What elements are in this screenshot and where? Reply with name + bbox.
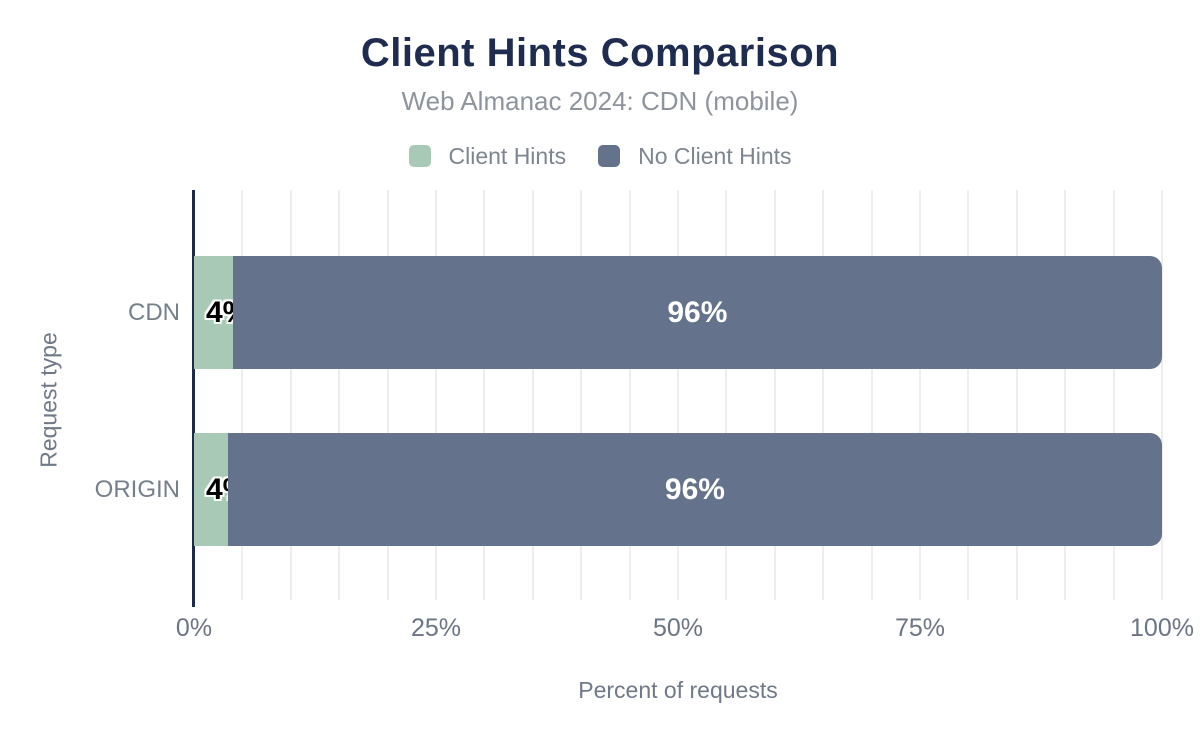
y-axis-title: Request type (35, 332, 62, 468)
gridline (1161, 190, 1163, 600)
plot-area: 4%96% CDN 4%96% ORIGIN 0% 25% 50% 75% 100% (95, 190, 1194, 642)
bar-segment-origin-no-client-hints (227, 433, 1162, 546)
x-axis-tick-label: 25% (410, 614, 462, 642)
gridline (1112, 190, 1115, 600)
gridline (483, 190, 486, 600)
x-axis-tick-label: 50% (652, 614, 704, 642)
bar-segment-cdn-no-client-hints (232, 256, 1162, 369)
gridline (580, 190, 583, 600)
legend-label: Client Hints (448, 142, 567, 169)
gridline (677, 190, 679, 600)
gridline (725, 190, 728, 600)
gridline (531, 190, 534, 600)
x-axis-title: Percent of requests (578, 677, 778, 703)
bar-row-origin: 4%96% (194, 433, 1162, 546)
bar-segment-cdn-client-hints (194, 256, 233, 369)
gridline (773, 190, 776, 600)
category-label-origin: ORIGIN (94, 476, 180, 503)
gridline (241, 190, 244, 600)
x-axis-tick-label: 75% (894, 614, 946, 642)
bar-segment-origin-client-hints (194, 433, 228, 546)
gridline (1064, 190, 1067, 600)
chart-subtitle: Web Almanac 2024: CDN (mobile) (401, 86, 799, 116)
gridline (386, 190, 389, 600)
gridline (822, 190, 825, 600)
gridline (628, 190, 631, 600)
gridline (919, 190, 921, 600)
gridline (1015, 190, 1018, 600)
bar-row-cdn: 4% 96% (194, 256, 1162, 369)
gridline (435, 190, 437, 600)
chart-title: Client Hints Comparison (360, 31, 840, 75)
legend-swatch-no-client-hints (598, 145, 621, 167)
bar-value-label: 96% (667, 295, 728, 329)
legend: Client Hints No Client Hints (0, 141, 1200, 171)
legend-item-no-client-hints[interactable]: No Client Hints (598, 142, 792, 170)
legend-swatch-client-hints (408, 145, 431, 167)
category-label-cdn: CDN (128, 299, 180, 326)
legend-label: No Client Hints (638, 142, 792, 169)
gridline (289, 190, 292, 600)
x-axis-tick-label: 0% (175, 614, 213, 642)
gridline (338, 190, 341, 600)
y-axis-line (192, 190, 195, 607)
gridline (870, 190, 873, 600)
x-axis-tick-label: 100% (1130, 614, 1194, 642)
bar-value-label: 96% (664, 472, 725, 506)
legend-item-client-hints[interactable]: Client Hints (408, 142, 567, 170)
gridline (967, 190, 970, 600)
